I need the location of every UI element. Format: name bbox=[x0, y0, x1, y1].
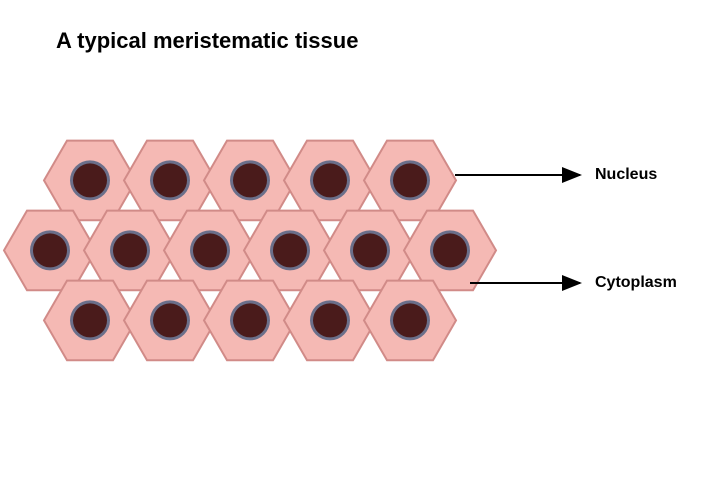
diagram-label: Cytoplasm bbox=[595, 274, 677, 292]
arrow-layer bbox=[0, 0, 723, 502]
diagram-label: Nucleus bbox=[595, 166, 657, 184]
